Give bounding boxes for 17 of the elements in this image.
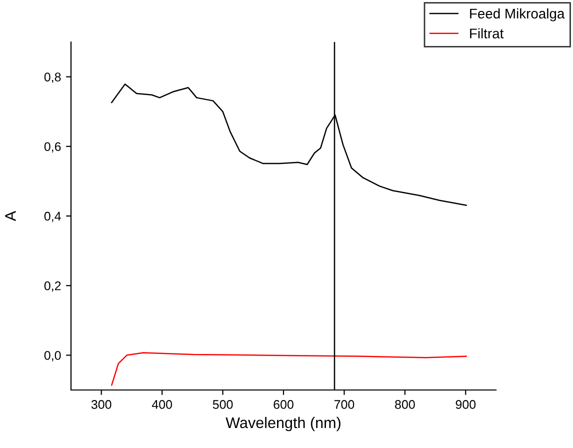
y-axis-title: A xyxy=(5,210,16,222)
x-tick-label: 300 xyxy=(91,400,112,409)
line-series xyxy=(111,352,467,386)
y-tick-label: 0,0 xyxy=(44,351,61,362)
y-tick-label: 0,8 xyxy=(44,72,61,83)
legend-label: Filtrat xyxy=(470,28,504,38)
y-tick-label: 0,4 xyxy=(44,212,61,222)
x-axis-title: Wavelength (nm) xyxy=(226,416,340,432)
x-tick-label: 500 xyxy=(212,400,233,409)
x-tick-label: 600 xyxy=(274,400,294,409)
y-tick-label: 0,2 xyxy=(44,281,61,292)
x-tick-label: 400 xyxy=(152,400,172,409)
x-tick-label: 700 xyxy=(334,400,354,409)
legend-label: Feed Mikroalga xyxy=(470,8,565,22)
y-tick-label: 0,6 xyxy=(44,142,61,153)
x-tick-label: 900 xyxy=(456,400,476,409)
x-tick-label: 800 xyxy=(395,400,415,409)
